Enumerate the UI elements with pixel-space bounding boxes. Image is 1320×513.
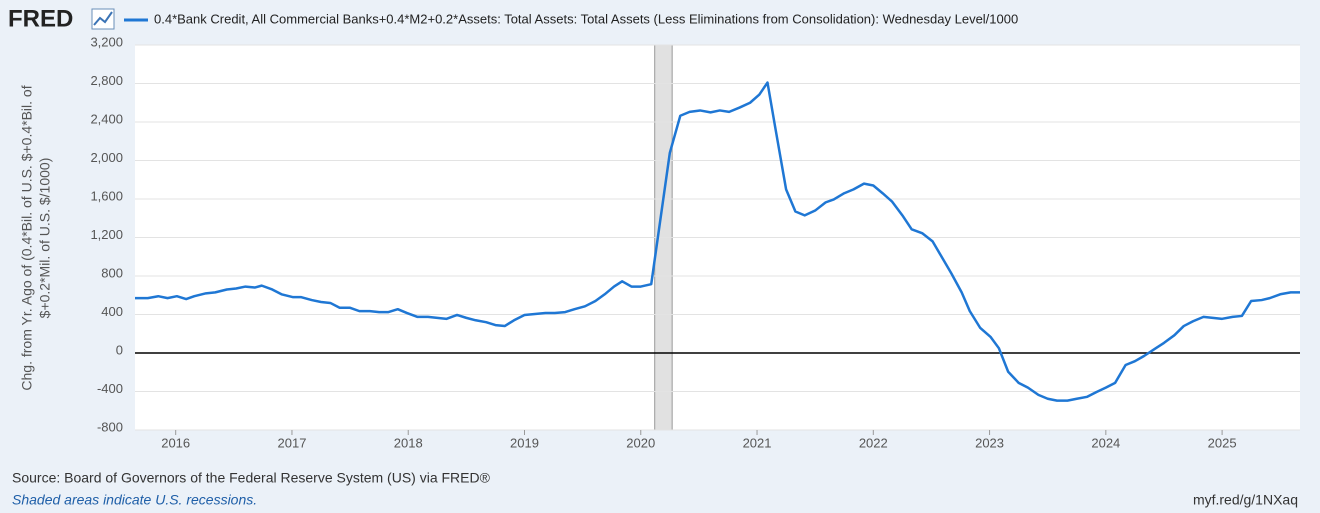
- short-url: myf.red/g/1NXaq: [1193, 492, 1298, 508]
- y-tick-label: 2,400: [90, 111, 123, 126]
- x-tick-label: 2022: [859, 435, 888, 450]
- y-tick-label: 2,800: [90, 73, 123, 88]
- brand-logo: FRED: [8, 5, 73, 32]
- y-tick-label: 0: [116, 342, 123, 357]
- legend-label: 0.4*Bank Credit, All Commercial Banks+0.…: [154, 11, 1018, 26]
- x-tick-label: 2023: [975, 435, 1004, 450]
- x-tick-label: 2025: [1208, 435, 1237, 450]
- x-tick-label: 2021: [743, 435, 772, 450]
- recession-note: Shaded areas indicate U.S. recessions.: [12, 492, 257, 508]
- data-line: [135, 81, 1300, 402]
- y-tick-label: 3,200: [90, 34, 123, 49]
- y-tick-label: -800: [97, 419, 123, 434]
- brand-icon: [91, 8, 115, 30]
- x-tick-label: 2017: [278, 435, 307, 450]
- y-tick-label: 1,200: [90, 227, 123, 242]
- y-tick-label: 800: [101, 265, 123, 280]
- y-axis-label: Chg. from Yr. Ago of (0.4*Bil. of U.S. $…: [19, 85, 35, 390]
- x-tick-label: 2018: [394, 435, 423, 450]
- y-tick-label: -400: [97, 381, 123, 396]
- y-tick-label: 1,600: [90, 188, 123, 203]
- x-tick-label: 2020: [626, 435, 655, 450]
- y-tick-label: 2,000: [90, 150, 123, 165]
- source-note: Source: Board of Governors of the Federa…: [12, 470, 491, 486]
- x-tick-label: 2024: [1091, 435, 1120, 450]
- x-tick-label: 2019: [510, 435, 539, 450]
- y-tick-label: 400: [101, 304, 123, 319]
- x-tick-label: 2016: [161, 435, 190, 450]
- y-axis-label: $+0.2*Mil. of U.S. $/1000): [37, 158, 53, 319]
